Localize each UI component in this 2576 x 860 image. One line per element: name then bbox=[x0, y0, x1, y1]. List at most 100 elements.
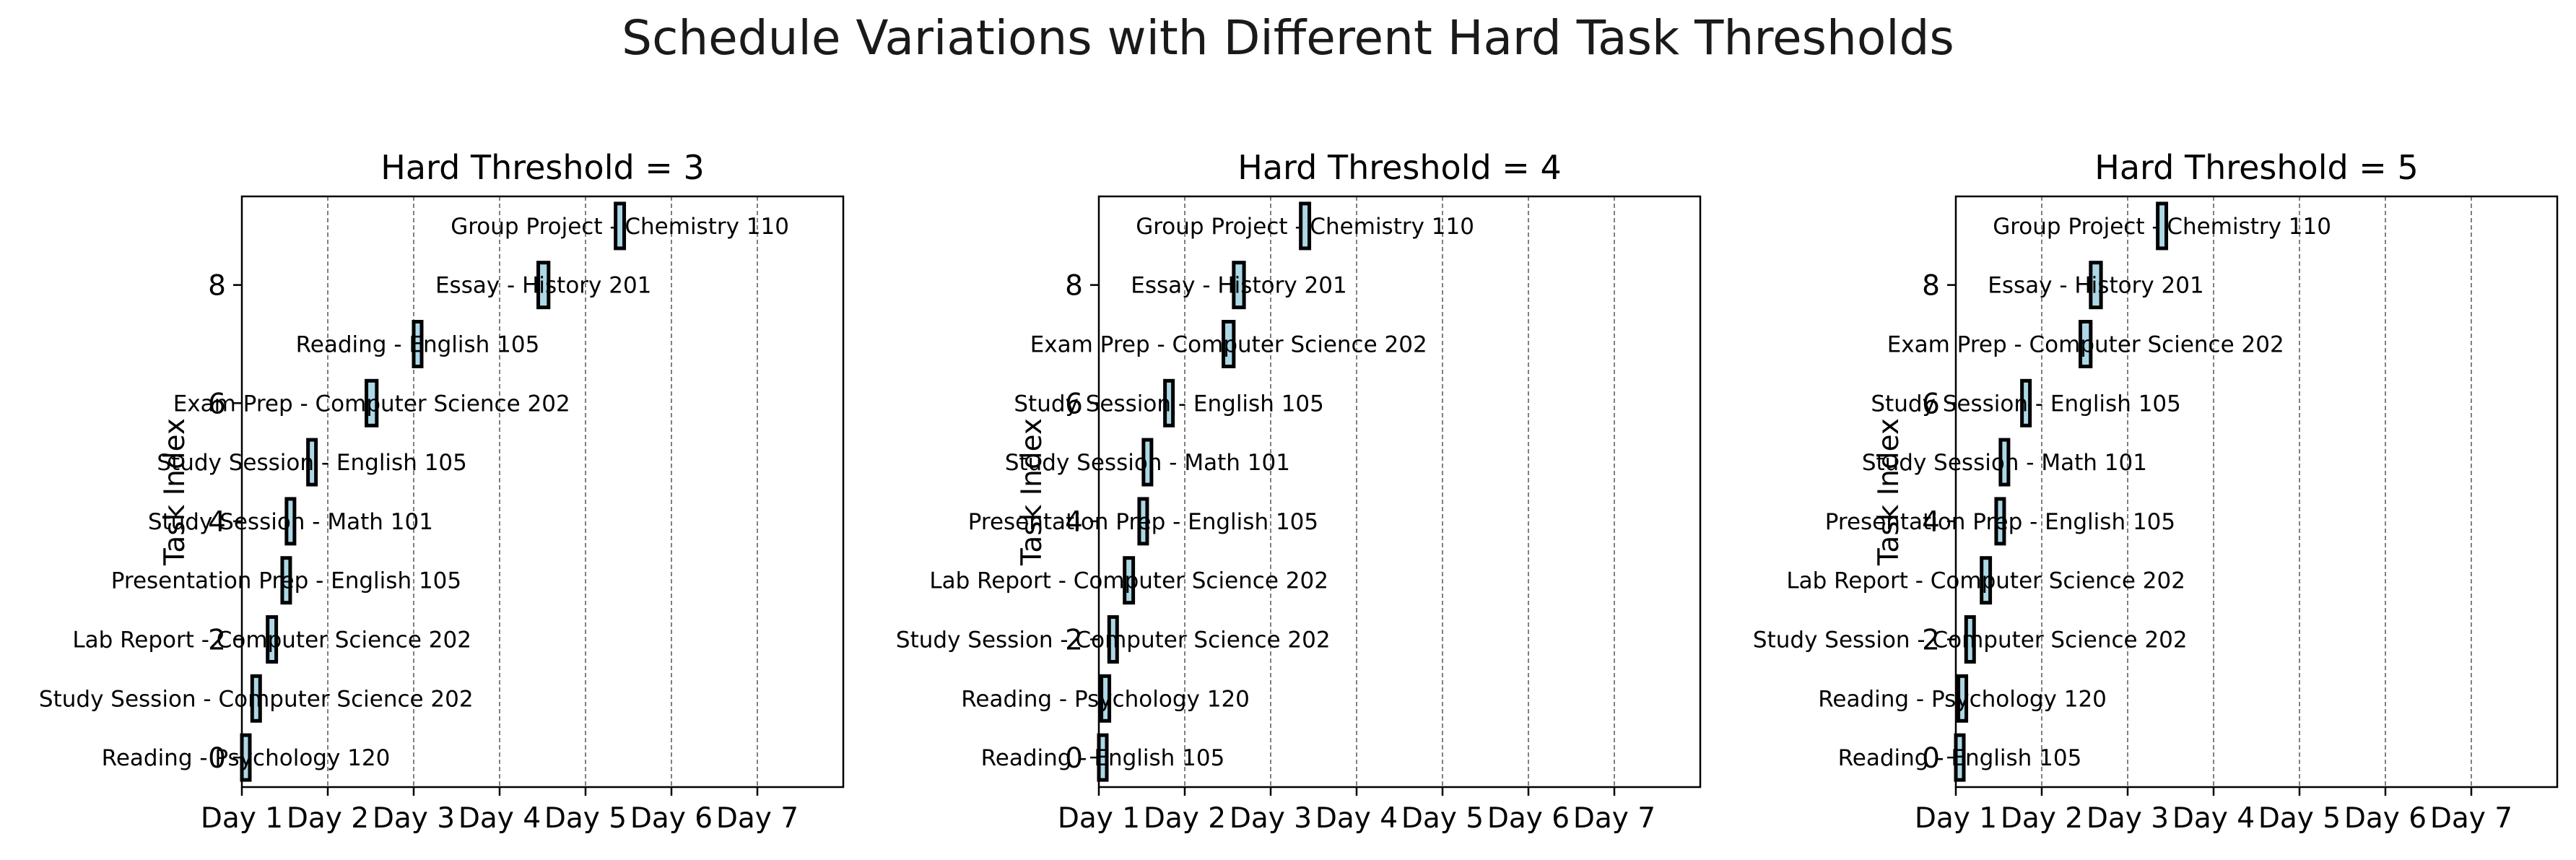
task-bar bbox=[1141, 438, 1154, 487]
x-tick-label: Day 2 bbox=[287, 802, 369, 835]
task-label: Reading - English 105 bbox=[981, 745, 1225, 771]
axes-frame bbox=[240, 195, 845, 789]
task-bar bbox=[1123, 556, 1136, 605]
task-label: Reading - Psychology 120 bbox=[102, 745, 391, 771]
task-bar bbox=[614, 201, 627, 251]
task-label: Lab Report - Computer Science 202 bbox=[72, 627, 471, 653]
y-tick-label: 4 bbox=[1065, 506, 1083, 539]
task-label: Study Session - Math 101 bbox=[1005, 450, 1290, 476]
panel-title: Hard Threshold = 4 bbox=[1237, 148, 1561, 187]
task-label: Lab Report - Computer Science 202 bbox=[1786, 568, 2185, 594]
panel-title: Hard Threshold = 5 bbox=[2094, 148, 2418, 187]
x-tick-label: Day 6 bbox=[1487, 802, 1570, 835]
task-label: Reading - Psychology 120 bbox=[961, 686, 1250, 712]
task-bar bbox=[1998, 438, 2011, 487]
task-label: Study Session - Computer Science 202 bbox=[896, 627, 1331, 653]
y-tick-label: 4 bbox=[208, 506, 226, 539]
task-bar bbox=[1100, 674, 1112, 723]
task-bar bbox=[536, 261, 551, 310]
task-label: Reading - English 105 bbox=[296, 332, 540, 358]
task-label: Reading - English 105 bbox=[1838, 745, 2082, 771]
task-bar bbox=[1964, 615, 1976, 664]
task-bar bbox=[1232, 261, 1246, 310]
task-bar bbox=[2156, 201, 2169, 251]
task-bar bbox=[2079, 320, 2093, 368]
y-tick-label: 2 bbox=[1065, 625, 1083, 657]
y-tick-label: 8 bbox=[1922, 270, 1940, 303]
x-tick-label: Day 3 bbox=[2087, 802, 2169, 835]
task-label: Study Session - English 105 bbox=[157, 450, 467, 476]
task-label: Presentation Prep - English 105 bbox=[968, 509, 1318, 535]
task-label: Group Project - Chemistry 110 bbox=[1136, 214, 1474, 240]
x-tick-label: Day 3 bbox=[373, 802, 455, 835]
x-tick-label: Day 6 bbox=[630, 802, 713, 835]
task-bar bbox=[2089, 261, 2103, 310]
x-tick-label: Day 7 bbox=[1573, 802, 1655, 835]
task-bar bbox=[412, 320, 424, 368]
task-bar bbox=[365, 378, 379, 427]
x-tick-label: Day 5 bbox=[1401, 802, 1484, 835]
x-tick-label: Day 1 bbox=[1058, 802, 1140, 835]
x-tick-label: Day 1 bbox=[201, 802, 283, 835]
task-label: Study Session - Math 101 bbox=[1862, 450, 2147, 476]
axes-frame bbox=[1097, 195, 1702, 789]
figure-title: Schedule Variations with Different Hard … bbox=[622, 10, 1954, 66]
task-label: Study Session - Computer Science 202 bbox=[1753, 627, 2188, 653]
y-tick-label: 8 bbox=[208, 270, 226, 303]
task-bar bbox=[306, 438, 318, 487]
y-tick-label: 0 bbox=[208, 742, 226, 775]
task-label: Essay - History 201 bbox=[1131, 273, 1346, 299]
task-bar bbox=[250, 674, 262, 723]
y-tick-label: 2 bbox=[208, 625, 226, 657]
task-label: Presentation Prep - English 105 bbox=[1825, 509, 2175, 535]
y-tick-label: 0 bbox=[1922, 742, 1940, 775]
task-bar bbox=[280, 556, 292, 605]
task-bar bbox=[1107, 615, 1119, 664]
y-tick-label: 2 bbox=[1922, 625, 1940, 657]
x-tick-label: Day 6 bbox=[2344, 802, 2427, 835]
task-bar bbox=[1163, 378, 1175, 427]
task-bar bbox=[1137, 497, 1149, 546]
y-tick-label: 8 bbox=[1065, 270, 1083, 303]
x-tick-label: Day 5 bbox=[2258, 802, 2341, 835]
task-label: Exam Prep - Computer Science 202 bbox=[1030, 332, 1427, 358]
task-bar bbox=[1994, 497, 2006, 546]
task-label: Lab Report - Computer Science 202 bbox=[929, 568, 1328, 594]
task-label: Presentation Prep - English 105 bbox=[111, 568, 461, 594]
panel-title: Hard Threshold = 3 bbox=[380, 148, 704, 187]
task-label: Exam Prep - Computer Science 202 bbox=[173, 391, 570, 417]
task-label: Study Session - English 105 bbox=[1871, 391, 2181, 417]
x-tick-label: Day 7 bbox=[2430, 802, 2512, 835]
y-tick-label: 6 bbox=[208, 388, 226, 420]
task-label: Study Session - English 105 bbox=[1014, 391, 1324, 417]
task-label: Exam Prep - Computer Science 202 bbox=[1887, 332, 2284, 358]
task-label: Essay - History 201 bbox=[1988, 273, 2203, 299]
y-tick-label: 4 bbox=[1922, 506, 1940, 539]
x-tick-label: Day 5 bbox=[544, 802, 627, 835]
x-tick-label: Day 4 bbox=[458, 802, 541, 835]
task-bar bbox=[1222, 320, 1236, 368]
x-tick-label: Day 2 bbox=[1144, 802, 1226, 835]
x-tick-label: Day 2 bbox=[2001, 802, 2083, 835]
x-tick-label: Day 4 bbox=[2172, 802, 2255, 835]
task-bar bbox=[1980, 556, 1993, 605]
task-label: Study Session - Computer Science 202 bbox=[39, 686, 474, 712]
x-tick-label: Day 1 bbox=[1915, 802, 1997, 835]
task-label: Group Project - Chemistry 110 bbox=[1993, 214, 2331, 240]
y-axis-label: Task Index bbox=[159, 418, 191, 566]
task-label: Essay - History 201 bbox=[435, 273, 651, 299]
y-tick-label: 6 bbox=[1922, 388, 1940, 420]
x-tick-label: Day 3 bbox=[1230, 802, 1312, 835]
y-tick-label: 6 bbox=[1065, 388, 1083, 420]
task-bar bbox=[2020, 378, 2032, 427]
task-label: Study Session - Math 101 bbox=[148, 509, 433, 535]
x-tick-label: Day 7 bbox=[716, 802, 799, 835]
y-tick-label: 0 bbox=[1065, 742, 1083, 775]
task-bar bbox=[284, 497, 297, 546]
task-bar bbox=[1299, 201, 1312, 251]
task-bar bbox=[1957, 674, 1969, 723]
y-axis-label: Task Index bbox=[1873, 418, 1905, 566]
axes-frame bbox=[1954, 195, 2559, 789]
task-bar bbox=[266, 615, 279, 664]
